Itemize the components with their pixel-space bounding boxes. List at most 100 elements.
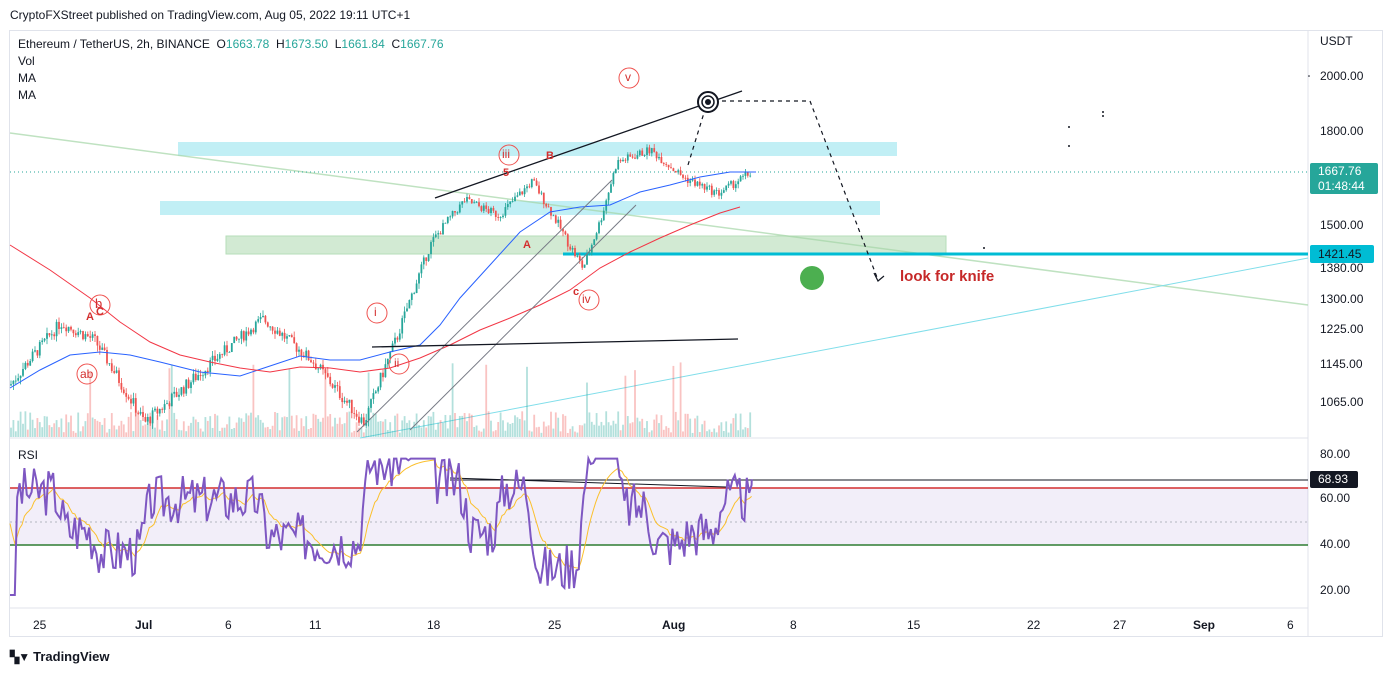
- candle-body: [233, 336, 236, 344]
- candle-body: [362, 417, 365, 426]
- volume-bar: [511, 422, 514, 437]
- volume-bar: [538, 426, 540, 437]
- candle-body: [533, 179, 536, 181]
- tradingview-footer[interactable]: ▚▼ TradingView: [10, 649, 109, 664]
- candle-body: [310, 360, 312, 363]
- candle-body: [742, 175, 744, 177]
- volume-bar: [269, 429, 272, 437]
- volume-bar: [377, 421, 380, 437]
- candle-body: [511, 201, 514, 202]
- candle-body: [154, 408, 156, 411]
- candle-body: [427, 254, 430, 261]
- volume-bar: [319, 421, 322, 437]
- ma1-legend[interactable]: MA: [18, 71, 36, 85]
- volume-bar: [72, 431, 75, 437]
- candle-body: [96, 335, 99, 346]
- candle-body: [482, 205, 485, 211]
- candle-body: [658, 156, 660, 159]
- candle-body: [521, 191, 524, 195]
- volume-bar: [341, 424, 344, 437]
- volume-bar: [125, 432, 128, 437]
- volume-bar: [439, 420, 442, 437]
- chart-frame[interactable]: [9, 30, 1383, 637]
- candle-body: [283, 332, 286, 339]
- volume-bar: [634, 370, 636, 437]
- candle-body: [574, 248, 576, 257]
- volume-bar: [427, 416, 430, 437]
- candle-body: [240, 331, 243, 339]
- volume-bar: [132, 431, 135, 437]
- candle-body: [266, 322, 269, 327]
- volume-bar: [17, 420, 20, 437]
- label-C1: C: [96, 306, 104, 318]
- candle-body: [564, 231, 567, 235]
- candle-body: [182, 387, 185, 394]
- candle-body: [115, 370, 118, 373]
- price-tick: 1800.00: [1320, 124, 1364, 138]
- wedge-top-line: [434, 90, 743, 199]
- volume-bar: [194, 419, 197, 437]
- volume-bar: [662, 429, 665, 437]
- candle-body: [456, 212, 459, 214]
- volume-bar: [254, 417, 257, 437]
- volume-bar: [718, 425, 720, 437]
- volume-bar: [120, 420, 123, 437]
- candle-body: [694, 179, 696, 186]
- volume-bar: [137, 412, 140, 437]
- volume-bar: [470, 414, 473, 437]
- candle-body: [250, 329, 252, 335]
- candle-body: [391, 343, 394, 352]
- candle-body: [415, 283, 418, 294]
- candle-body: [34, 350, 36, 352]
- time-tick: 15: [907, 618, 921, 632]
- vol-legend[interactable]: Vol: [18, 54, 35, 68]
- candle-body: [480, 206, 483, 211]
- candle-body: [593, 239, 596, 245]
- candle-body: [449, 216, 452, 218]
- volume-bar: [413, 421, 416, 437]
- candle-body: [41, 340, 44, 343]
- ma2-legend[interactable]: MA: [18, 88, 36, 102]
- volume-bar: [334, 417, 336, 437]
- wave-label-v: v: [625, 70, 631, 84]
- volume-bar: [197, 422, 200, 437]
- volume-bar: [307, 429, 310, 437]
- volume-bar: [475, 425, 478, 437]
- volume-bar: [641, 418, 644, 437]
- wave-i-circle: [366, 302, 388, 324]
- candle-body: [166, 403, 168, 405]
- knife-annotation: look for knife: [900, 268, 995, 285]
- rsi-title[interactable]: RSI: [18, 448, 39, 462]
- volume-bar: [142, 425, 144, 437]
- volume-bar: [94, 419, 96, 437]
- volume-bar: [115, 429, 118, 437]
- volume-bar: [648, 432, 651, 437]
- candle-body: [98, 345, 101, 350]
- candle-body: [334, 385, 336, 388]
- volume-bar: [590, 421, 593, 437]
- symbol-title: Ethereum / TetherUS, 2h, BINANCE: [18, 37, 210, 51]
- candle-body: [653, 148, 656, 152]
- volume-bar: [324, 368, 327, 437]
- candle-body: [91, 334, 94, 338]
- candle-body: [439, 233, 442, 235]
- candle-body: [451, 211, 454, 217]
- symbol-legend[interactable]: Ethereum / TetherUS, 2h, BINANCE O1663.7…: [18, 36, 444, 104]
- volume-bar: [74, 432, 77, 437]
- currency-label[interactable]: USDT: [1320, 34, 1353, 48]
- level-badge: [1310, 245, 1374, 263]
- candle-body: [732, 181, 735, 189]
- candle-body: [413, 293, 416, 294]
- volume-bar: [67, 422, 70, 437]
- volume-bar: [278, 430, 281, 437]
- time-tick: 11: [309, 618, 322, 632]
- candle-body: [569, 246, 572, 250]
- candle-body: [17, 378, 20, 381]
- volume-bars: [10, 362, 752, 437]
- candle-body: [612, 173, 615, 185]
- volume-bar: [19, 411, 22, 437]
- candle-body: [269, 326, 272, 328]
- candle-body: [101, 347, 104, 350]
- rsi-tick: 60.00: [1320, 491, 1351, 505]
